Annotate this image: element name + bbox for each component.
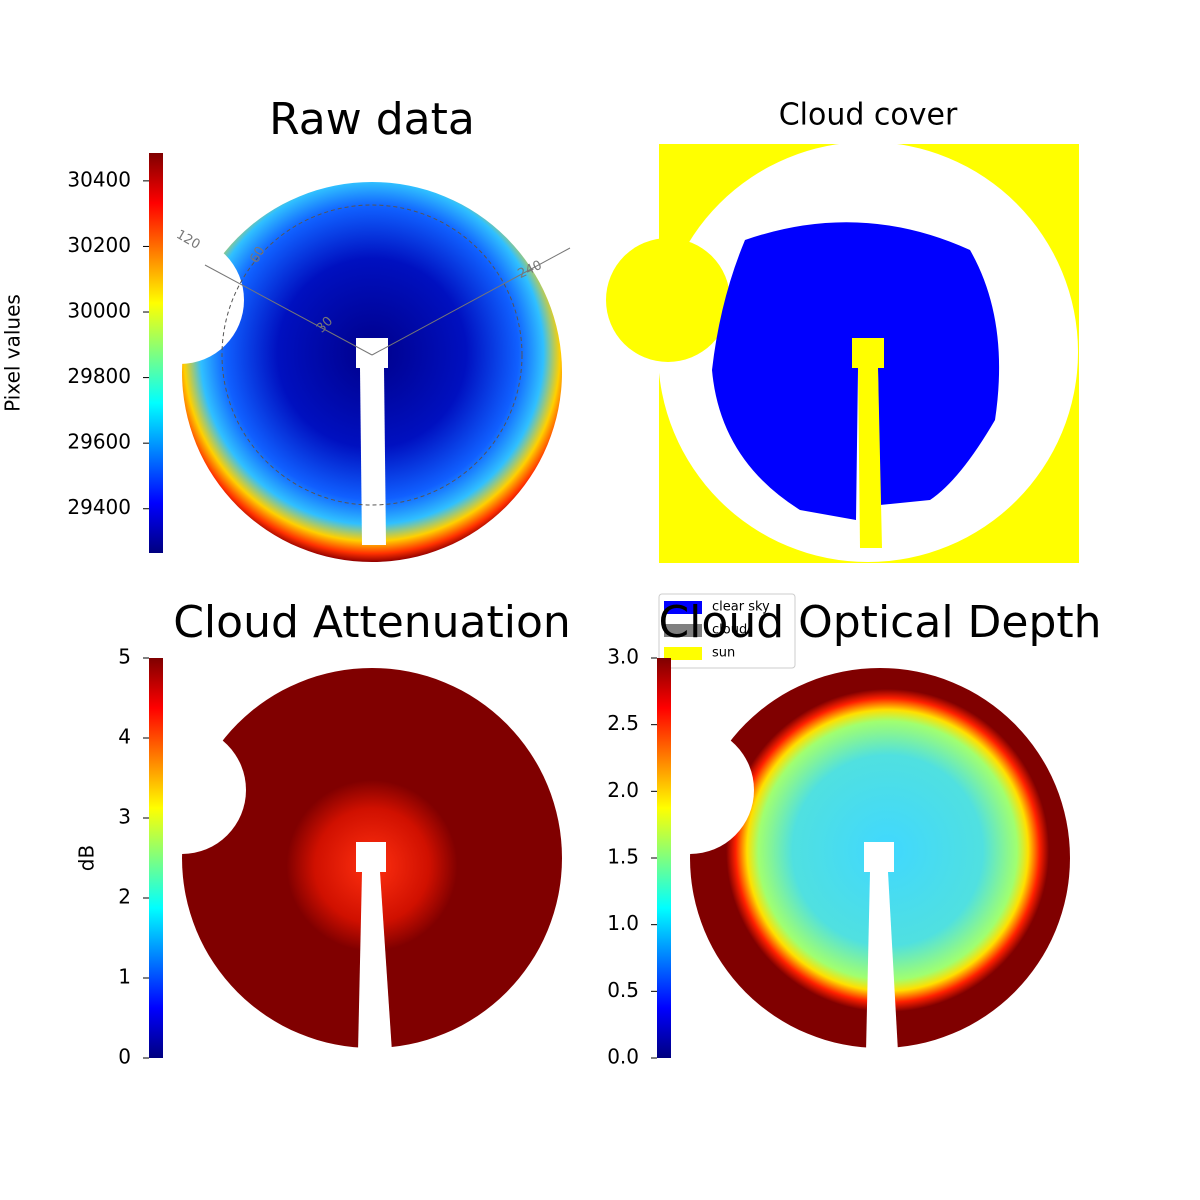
- legend-swatch: [664, 647, 702, 660]
- colorbar-tick-label: 3.0: [607, 645, 639, 669]
- colorbar-tick-label: 1.5: [607, 845, 639, 869]
- legend-label: sun: [712, 646, 735, 661]
- colorbar-label: dB: [75, 845, 99, 871]
- legend-label: cloud: [712, 623, 747, 638]
- colorbar: [149, 658, 163, 1058]
- colorbar-tick-label: 1: [118, 965, 131, 989]
- panel-title: Raw data: [269, 94, 475, 145]
- colorbar: [149, 153, 163, 553]
- legend-label: clear sky: [712, 600, 770, 615]
- colorbar-tick-label: 0.0: [607, 1045, 639, 1069]
- azimuth-label: 60: [247, 244, 268, 266]
- colorbar-tick-label: 3: [118, 805, 131, 829]
- colorbar-tick-label: 30400: [67, 167, 131, 191]
- panel-title: Cloud Attenuation: [173, 597, 571, 648]
- colorbar-tick-label: 30000: [67, 299, 131, 323]
- colorbar: [657, 658, 671, 1058]
- raw-image: [116, 182, 571, 562]
- colorbar-tick-label: 2: [118, 885, 131, 909]
- colorbar-tick-label: 5: [118, 645, 131, 669]
- panel-title: Cloud Optical Depth: [658, 597, 1101, 648]
- panel-title: Cloud cover: [779, 98, 958, 133]
- colorbar-tick-label: 29400: [67, 495, 131, 519]
- legend-swatch: [664, 624, 702, 637]
- colorbar-tick-label: 2.5: [607, 711, 639, 735]
- colorbar-tick-label: 4: [118, 725, 131, 749]
- cod-image: [626, 668, 1070, 1052]
- colorbar-label: Pixel values: [1, 294, 25, 412]
- colorbar-tick-label: 29600: [67, 430, 131, 454]
- colorbar-tick-label: 30200: [67, 233, 131, 257]
- colorbar-tick-label: 1.0: [607, 911, 639, 935]
- colorbar-tick-label: 29800: [67, 364, 131, 388]
- colorbar-tick-label: 0: [118, 1045, 131, 1069]
- cloud-cover-image: [606, 142, 1079, 563]
- colorbar-tick-label: 0.5: [607, 978, 639, 1002]
- legend-swatch: [664, 601, 702, 614]
- colorbar-tick-label: 2.0: [607, 778, 639, 802]
- attenuation-image: [118, 668, 562, 1052]
